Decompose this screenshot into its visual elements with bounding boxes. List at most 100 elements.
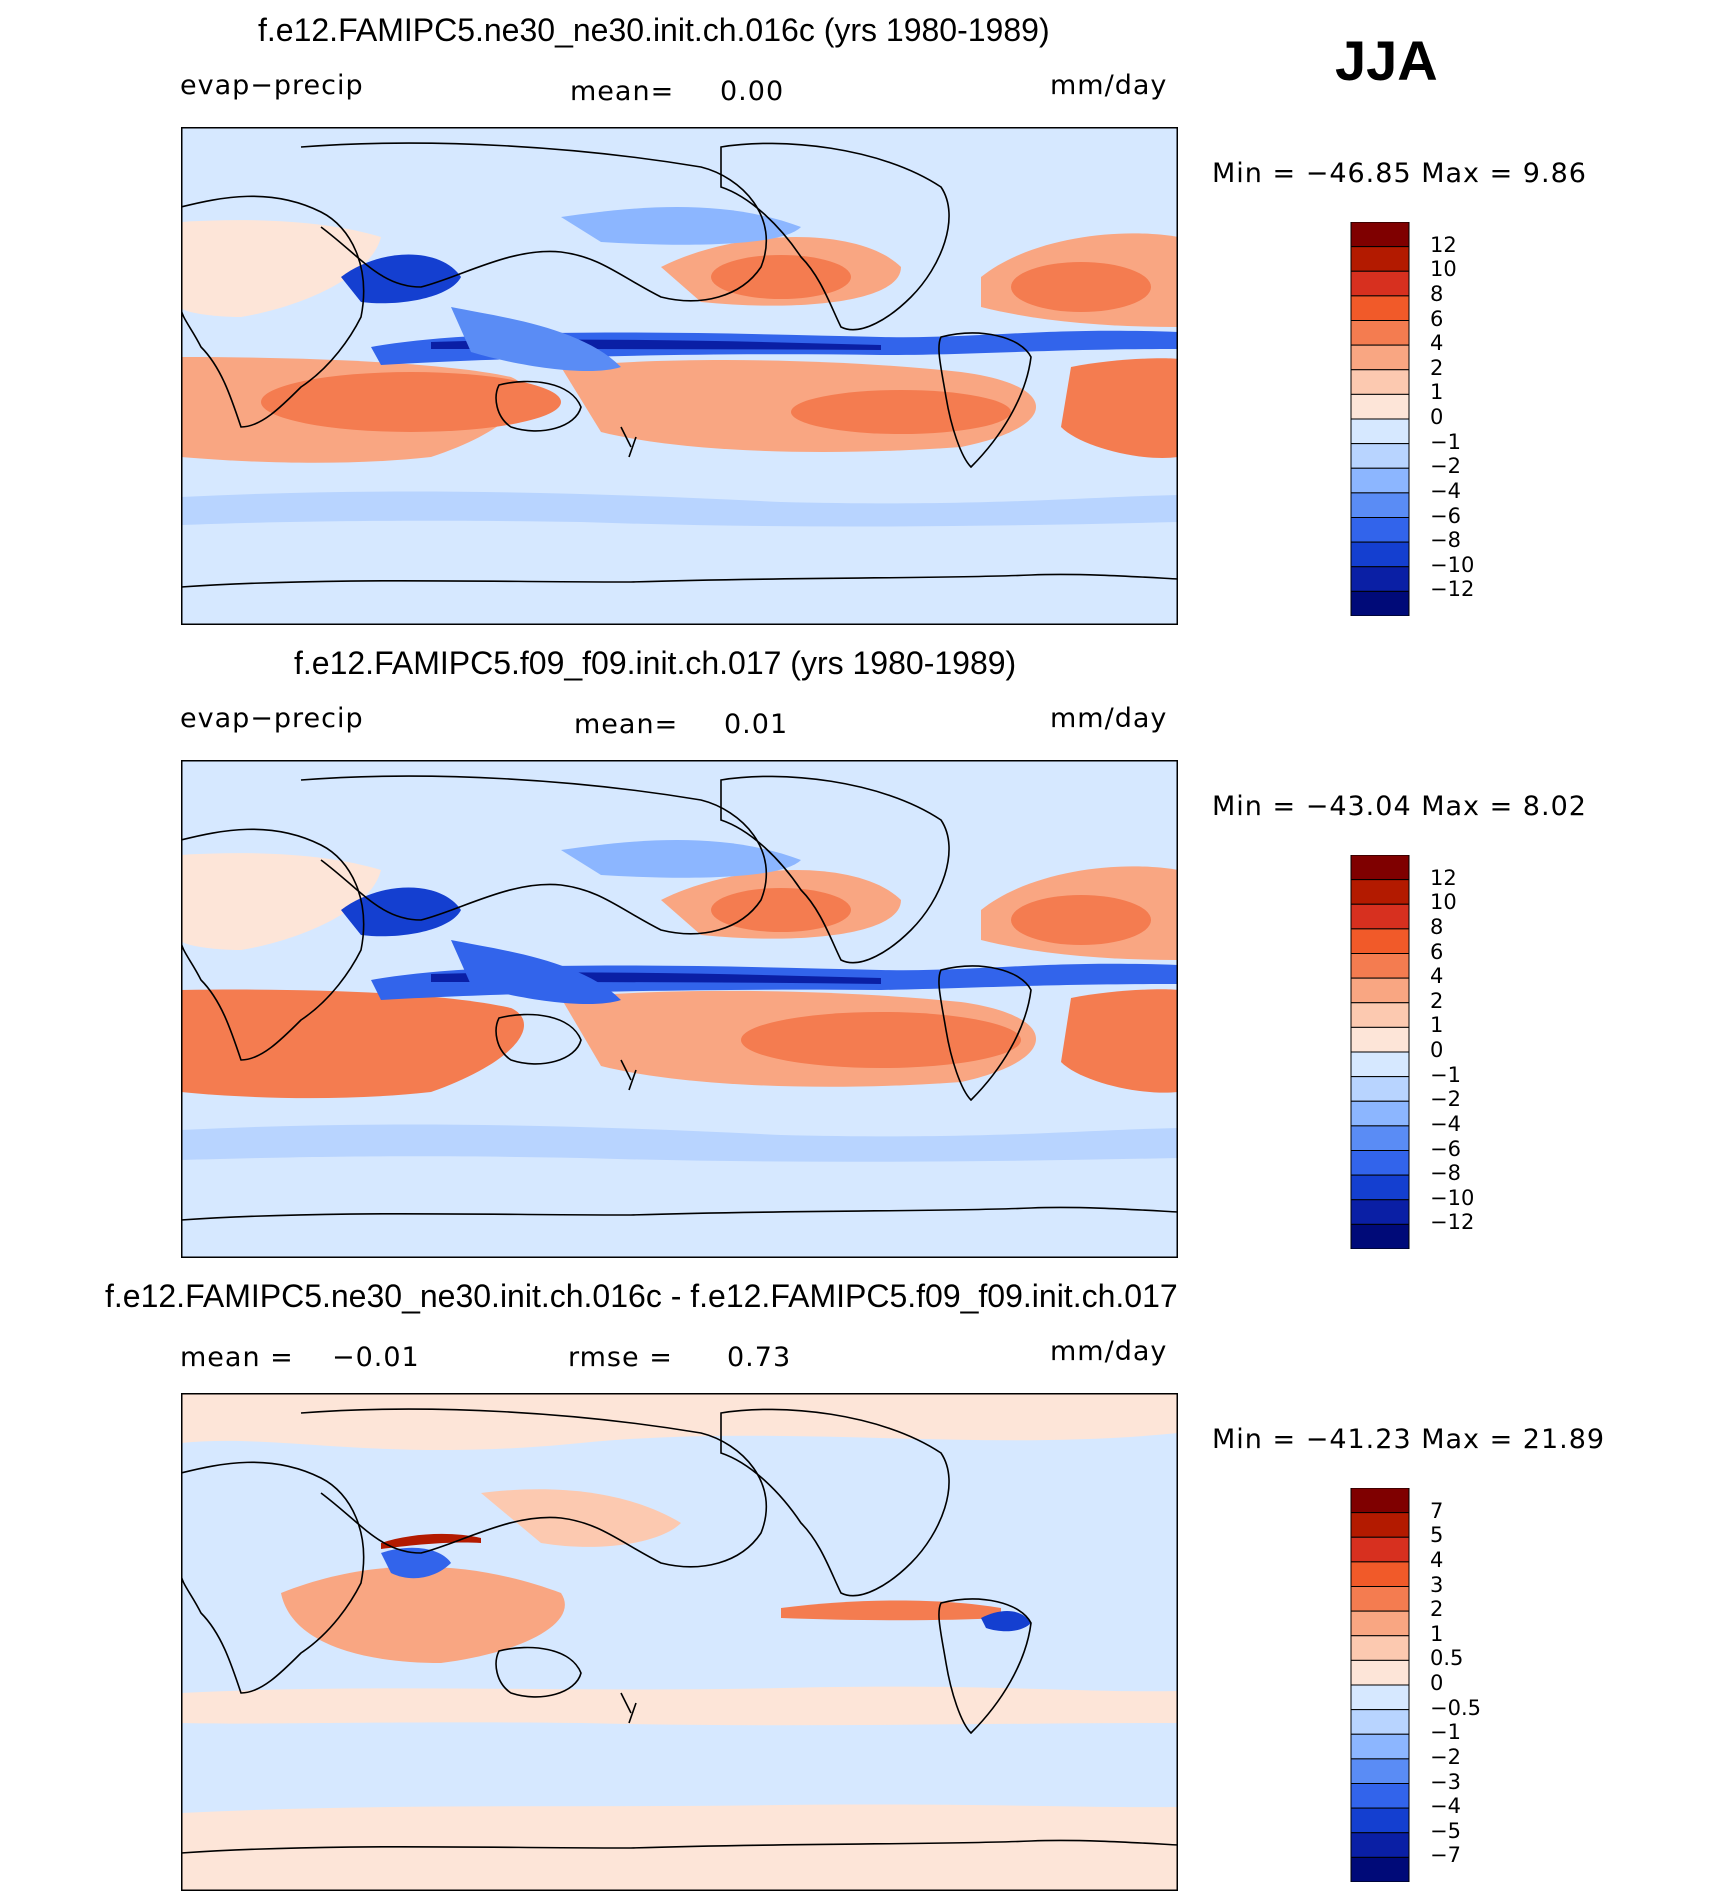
panel-2-colorbar-labels: 12 10 8 6 4 2 1 0 −1 −2 −4 −6 −8 −10 −12 xyxy=(1430,867,1510,1247)
panel-3-coastlines xyxy=(181,1408,1178,1854)
panel-3-colorbar-tick-label: 2 xyxy=(1430,1597,1444,1622)
panel-2-colorbar-swatch xyxy=(1350,1174,1410,1201)
panel-2-map-frame xyxy=(181,760,1178,1258)
panel-3-map xyxy=(181,1393,1178,1891)
panel-3-region-north-positive xyxy=(181,1393,1178,1451)
panel-1-colorbar xyxy=(1350,221,1410,617)
panel-1-colorbar-swatch xyxy=(1350,517,1410,543)
panel-3-colorbar-tick-label: −0.5 xyxy=(1430,1695,1481,1720)
panel-3-colorbar-swatch xyxy=(1350,1807,1410,1834)
panel-2-region-south-indian-dry xyxy=(181,989,525,1099)
panel-2-colorbar-tick-label: 0 xyxy=(1430,1038,1444,1062)
panel-1-colorbar-tick-label: 8 xyxy=(1430,281,1444,306)
panel-1-colorbar-tick-label: −2 xyxy=(1430,454,1461,479)
panel-2-colorbar-tick-label: −1 xyxy=(1430,1062,1461,1087)
panel-2-colorbar-tick-label: 1 xyxy=(1430,1013,1444,1038)
panel-2-variable-label: evap−precip xyxy=(180,703,364,734)
panel-2-colorbar-swatch xyxy=(1350,1199,1410,1225)
panel-1-colorbar-tick-label: 6 xyxy=(1430,306,1444,331)
panel-2-region-maritime-continent xyxy=(451,940,621,1005)
panel-1-colorbar-tick-label: −4 xyxy=(1430,478,1461,503)
panel-1-colorbar-tick-label: −1 xyxy=(1430,429,1461,454)
panel-3-colorbar-tick-label: −5 xyxy=(1430,1818,1461,1843)
panel-2-units: mm/day xyxy=(1050,703,1168,734)
panel-3-title: f.e12.FAMIPC5.ne30_ne30.init.ch.016c - f… xyxy=(105,1278,1178,1314)
panel-2-colorbar-tick-label: −2 xyxy=(1430,1087,1461,1112)
panel-3-colorbar-tick-label: −4 xyxy=(1430,1794,1461,1819)
panel-3-mean-value: −0.01 xyxy=(332,1342,420,1373)
panel-3-colorbar-tick-label: 4 xyxy=(1430,1547,1444,1572)
panel-1-mean-value: 0.00 xyxy=(720,76,785,107)
panel-1-region-sahara xyxy=(181,220,381,317)
panel-1-region-maritime-continent xyxy=(451,307,621,372)
panel-2-colorbar-swatch xyxy=(1350,1125,1410,1151)
panel-3-rmse-label: rmse = xyxy=(568,1342,673,1373)
panel-1-colorbar-tick-label: 4 xyxy=(1430,331,1444,356)
panel-2-colorbar-tick-label: −8 xyxy=(1430,1161,1461,1186)
panel-1-colorbar-swatch xyxy=(1350,246,1410,272)
panel-1-colorbar-tick-label: −12 xyxy=(1430,577,1475,602)
panel-3-colorbar-tick-label: −3 xyxy=(1430,1769,1461,1794)
panel-3-colorbar-labels: 7 5 4 3 2 1 0.5 0 −0.5 −1 −2 −3 −4 −5 −7 xyxy=(1430,1500,1520,1880)
panel-1-region-indian-monsoon xyxy=(341,254,461,304)
panel-3-region-himalaya-diff xyxy=(381,1533,481,1549)
panel-1-colorbar-swatch xyxy=(1350,344,1410,371)
panel-3-rmse-value: 0.73 xyxy=(727,1342,792,1373)
panel-1-colorbar-swatch xyxy=(1350,393,1410,420)
panel-3-colorbar-swatch xyxy=(1350,1856,1410,1883)
panel-1-colorbar-swatches xyxy=(1350,221,1410,617)
panel-2-colorbar-tick-label: 2 xyxy=(1430,988,1444,1013)
panel-3-units: mm/day xyxy=(1050,1336,1168,1367)
panel-2-region-north-atlantic-core xyxy=(1011,895,1151,945)
panel-1-region-south-pacific-core xyxy=(791,390,1011,434)
panel-2-colorbar-swatch xyxy=(1350,1100,1410,1127)
panel-2-mean-value: 0.01 xyxy=(724,709,789,740)
panel-3-colorbar-swatch xyxy=(1350,1512,1410,1538)
panel-2-coastlines xyxy=(181,775,1178,1221)
panel-3-colorbar-swatch xyxy=(1350,1487,1410,1514)
panel-2-region-north-pacific-core xyxy=(711,888,851,932)
panel-3-colorbar-swatch xyxy=(1350,1610,1410,1637)
panel-2-mean-label: mean= xyxy=(574,709,679,740)
panel-2-region-indian-monsoon xyxy=(341,887,461,937)
panel-1-colorbar-tick-label: 2 xyxy=(1430,355,1444,380)
panel-1-colorbar-swatch xyxy=(1350,418,1410,445)
panel-2-colorbar-swatch xyxy=(1350,928,1410,954)
panel-3-colorbar-swatch xyxy=(1350,1635,1410,1661)
panel-2-colorbar-tick-label: −6 xyxy=(1430,1136,1461,1161)
panel-2-colorbar-tick-label: −12 xyxy=(1430,1210,1475,1235)
panel-2-colorbar-swatch xyxy=(1350,1051,1410,1078)
panel-3-colorbar-tick-label: 3 xyxy=(1430,1572,1444,1597)
panel-1-colorbar-tick-label: 0 xyxy=(1430,405,1444,429)
panel-1-colorbar-labels: 12 10 8 6 4 2 1 0 −1 −2 −4 −6 −8 −10 −12 xyxy=(1430,234,1510,614)
panel-2-colorbar-swatch xyxy=(1350,1223,1410,1250)
panel-2-colorbar-swatch xyxy=(1350,903,1410,930)
panel-3-colorbar-swatches xyxy=(1350,1487,1410,1883)
panel-1-region-southern-ocean xyxy=(181,491,1178,527)
panel-2-colorbar-swatch xyxy=(1350,1150,1410,1176)
panel-2-colorbar-tick-label: 4 xyxy=(1430,964,1444,989)
panel-2-colorbar-swatch xyxy=(1350,854,1410,881)
panel-1-coastlines xyxy=(181,142,1178,588)
panel-1-region-south-atlantic-dry xyxy=(1061,358,1178,458)
panel-3-colorbar-tick-label: 7 xyxy=(1430,1498,1444,1523)
panel-1-colorbar-swatch xyxy=(1350,541,1410,568)
panel-2-colorbar-swatches xyxy=(1350,854,1410,1250)
panel-3-colorbar-swatch xyxy=(1350,1659,1410,1686)
panel-1-colorbar-swatch xyxy=(1350,443,1410,469)
panel-3-colorbar-tick-label: −1 xyxy=(1430,1720,1461,1745)
panel-3-colorbar-tick-label: −7 xyxy=(1430,1843,1461,1868)
panel-3-colorbar-swatch xyxy=(1350,1536,1410,1563)
panel-3-region-bay-of-bengal-diff xyxy=(381,1547,451,1579)
panel-1-units: mm/day xyxy=(1050,70,1168,101)
panel-2-colorbar-swatch xyxy=(1350,1026,1410,1053)
panel-2-region-south-pacific-core xyxy=(741,1012,1021,1068)
panel-1-colorbar-tick-label: 1 xyxy=(1430,380,1444,405)
panel-3-region-antarctic-positive xyxy=(181,1804,1178,1891)
panel-3-colorbar-tick-label: −2 xyxy=(1430,1744,1461,1769)
panel-3-colorbar-tick-label: 0.5 xyxy=(1430,1646,1464,1671)
panel-3-region-south-positive xyxy=(181,1686,1178,1726)
panel-1-map xyxy=(181,127,1178,625)
panel-2-colorbar-swatch xyxy=(1350,1076,1410,1102)
panel-2-colorbar-swatch xyxy=(1350,879,1410,905)
